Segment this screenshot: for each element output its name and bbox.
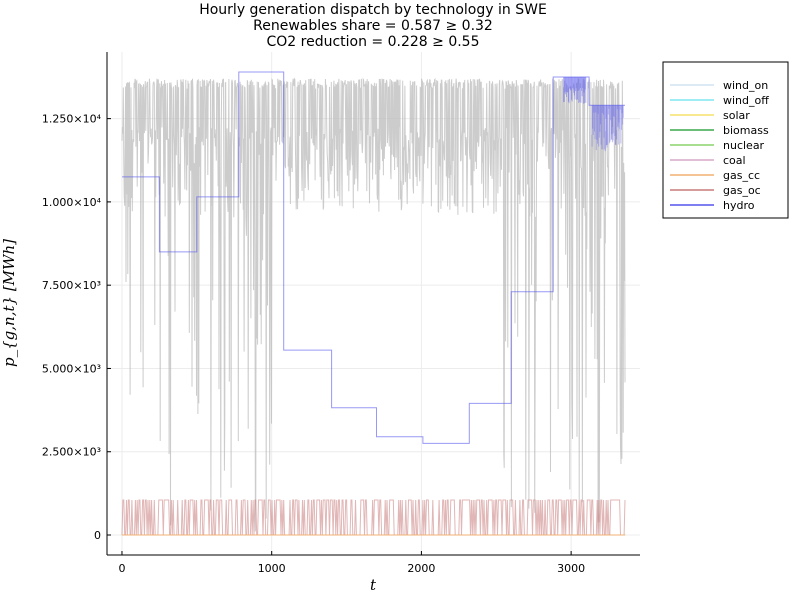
legend-box	[662, 61, 789, 219]
x-axis-label: t	[370, 576, 377, 594]
y-ticks: 0 2.500×10³ 5.000×10³ 7.500×10³ 1.000×10⁴ 1.2…	[42, 113, 111, 542]
series-unlabeled-line	[121, 77, 626, 534]
legend-label-coal: coal	[723, 154, 746, 167]
legend-label-biomass: biomass	[723, 124, 769, 137]
legend-label-solar: solar	[723, 109, 750, 122]
y-tick-label-5: 1.250×10⁴	[42, 113, 102, 126]
y-tick-label-3: 7.500×10³	[42, 279, 101, 292]
x-tick-label-1: 1000	[258, 562, 286, 575]
legend-label-gas-oc: gas_oc	[723, 184, 761, 197]
chart-title: Hourly generation dispatch by technology…	[199, 2, 547, 50]
title-line-2: Renewables share = 0.587 ≥ 0.32	[253, 18, 493, 34]
y-tick-label-1: 2.500×10³	[42, 446, 101, 459]
y-tick-label-2: 5.000×10³	[42, 362, 101, 375]
x-tick-label-3: 3000	[557, 562, 585, 575]
title-line-3: CO2 reduction = 0.228 ≥ 0.55	[266, 34, 479, 50]
title-line-1: Hourly generation dispatch by technology…	[199, 2, 547, 18]
x-tick-label-2: 2000	[407, 562, 435, 575]
legend-label-hydro: hydro	[723, 199, 755, 212]
y-axis-label: p_{g,n,t} [MWh]	[0, 239, 18, 367]
y-tick-label-4: 1.000×10⁴	[42, 196, 102, 209]
legend-label-wind-on: wind_on	[723, 79, 768, 92]
axes	[106, 52, 640, 556]
legend-label-nuclear: nuclear	[723, 139, 765, 152]
y-tick-label-0: 0	[94, 529, 101, 542]
plot-series	[121, 71, 626, 536]
series-gas-oc-line	[121, 499, 626, 536]
x-ticks: 0 1000 2000 3000	[118, 551, 585, 575]
x-tick-label-0: 0	[118, 562, 125, 575]
series-hydro-line	[122, 71, 625, 444]
legend-label-gas-cc: gas_cc	[723, 169, 760, 182]
legend-label-wind-off: wind_off	[723, 94, 769, 107]
